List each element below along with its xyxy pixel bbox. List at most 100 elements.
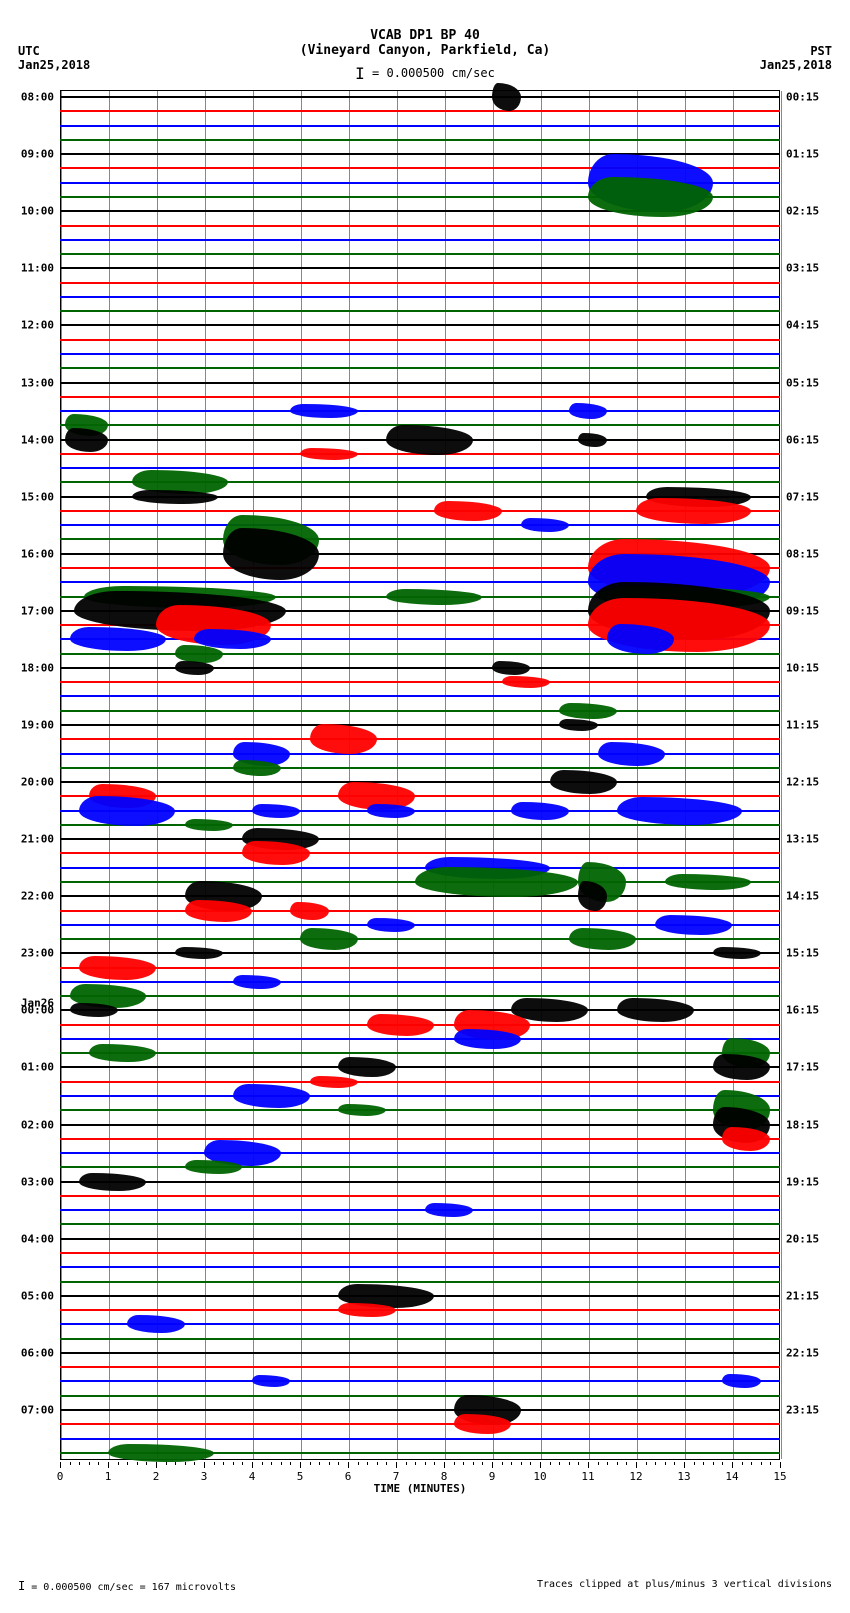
trace-row — [60, 404, 780, 418]
utc-hour-label: 15:00 — [21, 490, 54, 503]
trace-row — [60, 1132, 780, 1146]
trace-row — [60, 276, 780, 290]
utc-hour-label: 05:00 — [21, 1289, 54, 1302]
xtick-label: 0 — [57, 1470, 64, 1483]
utc-hour-label: 09:00 — [21, 148, 54, 161]
utc-hour-label: 22:00 — [21, 890, 54, 903]
trace-row — [60, 889, 780, 903]
trace-row — [60, 333, 780, 347]
trace-row — [60, 361, 780, 375]
trace-row — [60, 1175, 780, 1189]
seismogram-container: UTC Jan25,2018 PST Jan25,2018 VCAB DP1 B… — [0, 0, 850, 1613]
seismic-event — [713, 947, 761, 959]
trace-row — [60, 261, 780, 275]
trace-row — [60, 704, 780, 718]
footer-left: = 0.000500 cm/sec = 167 microvolts — [31, 1582, 236, 1593]
tz-left-date: Jan25,2018 — [18, 58, 90, 72]
trace-row — [60, 1146, 780, 1160]
trace-row — [60, 775, 780, 789]
pst-hour-label: 07:15 — [786, 490, 819, 503]
pst-hour-label: 00:15 — [786, 91, 819, 104]
seismic-event — [578, 433, 607, 447]
trace-row — [60, 390, 780, 404]
trace-row — [60, 233, 780, 247]
tz-right-label: PST — [760, 44, 832, 58]
footer-right: Traces clipped at plus/minus 3 vertical … — [537, 1579, 832, 1590]
trace-row — [60, 718, 780, 732]
trace-row — [60, 133, 780, 147]
pst-hour-label: 22:15 — [786, 1346, 819, 1359]
trace-row — [60, 1089, 780, 1103]
tz-left-label: UTC — [18, 44, 90, 58]
trace-row — [60, 1160, 780, 1174]
seismic-event — [722, 1374, 760, 1388]
utc-hour-label: 21:00 — [21, 833, 54, 846]
x-axis: TIME (MINUTES) 0123456789101112131415 — [60, 1462, 780, 1502]
scale-label: I = 0.000500 cm/sec — [0, 62, 850, 81]
xtick-label: 5 — [297, 1470, 304, 1483]
trace-row — [60, 218, 780, 232]
seismic-event — [175, 947, 223, 959]
trace-row — [60, 1389, 780, 1403]
trace-row — [60, 1403, 780, 1417]
x-axis-label: TIME (MINUTES) — [60, 1482, 780, 1495]
trace-row — [60, 846, 780, 860]
trace-row — [60, 1260, 780, 1274]
trace-row — [60, 119, 780, 133]
trace-row — [60, 661, 780, 675]
utc-hour-label: 18:00 — [21, 661, 54, 674]
footer: I = 0.000500 cm/sec = 167 microvolts Tra… — [18, 1579, 832, 1593]
trace-row — [60, 347, 780, 361]
xtick-label: 9 — [489, 1470, 496, 1483]
xtick-label: 10 — [533, 1470, 546, 1483]
xtick-label: 3 — [201, 1470, 208, 1483]
utc-hour-label: 02:00 — [21, 1118, 54, 1131]
xtick-label: 8 — [441, 1470, 448, 1483]
seismic-event — [338, 1104, 386, 1116]
chart-subtitle: (Vineyard Canyon, Parkfield, Ca) — [0, 43, 850, 58]
seismic-event — [310, 1076, 358, 1088]
utc-hour-label: 14:00 — [21, 433, 54, 446]
trace-row — [60, 1417, 780, 1431]
pst-hour-label: 05:15 — [786, 376, 819, 389]
trace-row — [60, 761, 780, 775]
seismic-event — [252, 1375, 290, 1387]
utc-date-break: Jan26 — [21, 997, 54, 1010]
utc-hour-label: 17:00 — [21, 604, 54, 617]
xtick-label: 15 — [773, 1470, 786, 1483]
trace-row — [60, 732, 780, 746]
trace-row — [60, 290, 780, 304]
pst-hour-label: 01:15 — [786, 148, 819, 161]
trace-row — [60, 1203, 780, 1217]
trace-row — [60, 304, 780, 318]
xtick-label: 12 — [629, 1470, 642, 1483]
pst-hour-label: 12:15 — [786, 776, 819, 789]
utc-hour-label: 11:00 — [21, 262, 54, 275]
pst-hour-label: 04:15 — [786, 319, 819, 332]
utc-hour-label: 13:00 — [21, 376, 54, 389]
trace-row — [60, 375, 780, 389]
utc-hour-label: 07:00 — [21, 1403, 54, 1416]
utc-hour-label: 23:00 — [21, 947, 54, 960]
trace-row — [60, 1346, 780, 1360]
trace-row — [60, 975, 780, 989]
trace-row — [60, 675, 780, 689]
trace-row — [60, 1274, 780, 1288]
trace-row — [60, 1103, 780, 1117]
pst-hour-label: 19:15 — [786, 1175, 819, 1188]
trace-row — [60, 1331, 780, 1345]
trace-row — [60, 746, 780, 760]
trace-row — [60, 318, 780, 332]
trace-row — [60, 1374, 780, 1388]
xtick-label: 14 — [725, 1470, 738, 1483]
pst-hour-label: 16:15 — [786, 1004, 819, 1017]
utc-hour-label: 03:00 — [21, 1175, 54, 1188]
trace-row — [60, 1189, 780, 1203]
utc-hour-label: 08:00 — [21, 91, 54, 104]
seismic-event — [492, 661, 530, 675]
utc-hour-label: 06:00 — [21, 1346, 54, 1359]
utc-hour-label: 16:00 — [21, 547, 54, 560]
pst-hour-label: 09:15 — [786, 604, 819, 617]
tz-left-block: UTC Jan25,2018 — [18, 44, 90, 72]
utc-hour-label: 19:00 — [21, 719, 54, 732]
